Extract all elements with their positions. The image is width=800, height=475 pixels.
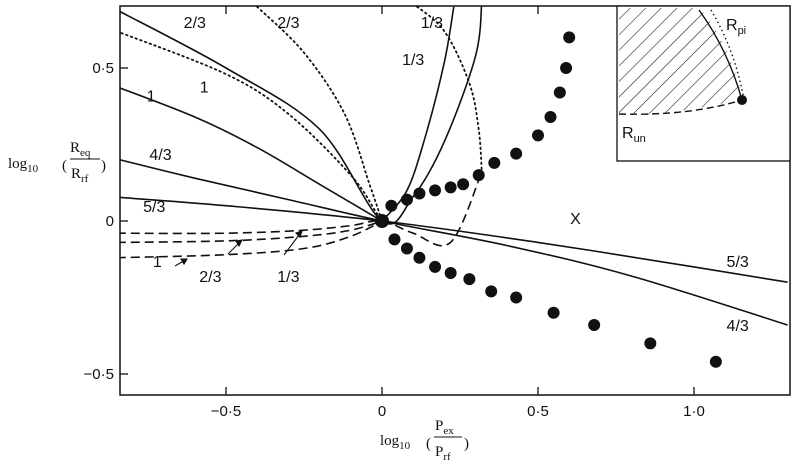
series-dotted-7	[414, 6, 483, 173]
data-point-21	[485, 285, 498, 298]
y-axis-paren-left: (	[62, 158, 67, 174]
series-layer	[120, 6, 788, 368]
series-solid-1	[120, 159, 788, 326]
y-axis-paren-right: )	[101, 158, 106, 174]
curve-label-4: 1	[200, 79, 209, 96]
x-axis-paren-left: (	[426, 436, 431, 452]
curve-label-5: 1	[147, 89, 156, 106]
curve-label-8: 1	[153, 254, 162, 271]
curve-label-3: 1/3	[402, 52, 424, 69]
plot-frame	[119, 5, 791, 396]
data-point-5	[444, 181, 457, 194]
origin-point	[375, 214, 389, 228]
curve-label-2: 1/3	[421, 15, 443, 32]
ticks-layer: −0·5 0 0·5 1·0 0·5 0 −0·5	[84, 6, 705, 420]
x-tick-label-3: 1·0	[683, 403, 705, 420]
data-point-23	[547, 306, 560, 319]
curve-label-13: 4/3	[727, 318, 749, 335]
data-point-3	[413, 187, 426, 200]
data-point-2	[400, 193, 413, 206]
data-point-12	[553, 86, 566, 99]
annotation-layer: 2/3 2/3 1/3 1/3 1 1 4/3 5/3 1 2/3 1/3 X 5/3 4/3	[143, 15, 749, 335]
inset-label-top: Rpi	[726, 17, 746, 37]
data-point-25	[644, 337, 657, 350]
series-dotted-5	[120, 31, 383, 222]
y-tick-label-1: 0	[106, 213, 114, 230]
inset-solid-boundary	[698, 9, 743, 101]
curve-label-9: 2/3	[199, 269, 221, 286]
inset-dotted-boundary	[710, 9, 745, 101]
x-tick-label-0: −0·5	[211, 403, 241, 420]
data-point-10	[532, 129, 544, 142]
y-tick-label-0: 0·5	[92, 60, 114, 77]
data-point-14	[563, 31, 576, 44]
curve-label-11: X	[570, 211, 581, 228]
inset-panel: Rpi Run	[616, 5, 791, 162]
data-point-13	[560, 62, 573, 74]
data-point-9	[510, 147, 523, 160]
series-dashed-10	[120, 220, 383, 259]
series-dashed-9	[120, 220, 383, 244]
series-solid-2	[120, 196, 788, 283]
series-dashed-8	[120, 171, 483, 247]
series-solid-0	[120, 87, 383, 222]
data-point-20	[463, 273, 476, 286]
data-point-1	[385, 199, 398, 212]
data-point-24	[588, 319, 601, 332]
x-axis-numerator: Pex	[435, 418, 454, 437]
inset-label-bottom: Run	[622, 125, 646, 145]
data-point-6	[457, 178, 470, 191]
series-dotted-6	[256, 6, 383, 222]
x-tick-label-1: 0	[378, 403, 386, 420]
y-axis-numerator: Req	[70, 140, 91, 159]
inset-hatched-region	[619, 8, 742, 115]
data-point-26	[709, 355, 722, 368]
inset-point	[737, 95, 747, 105]
data-point-11	[544, 110, 557, 123]
curve-label-0: 2/3	[184, 15, 206, 32]
x-axis-denominator: Prf	[435, 444, 451, 463]
x-axis-paren-right: )	[464, 436, 469, 452]
data-point-17	[413, 251, 426, 264]
x-axis-log: log10	[380, 433, 411, 452]
y-axis-label: log10 ( Req Rrf )	[8, 140, 106, 185]
curve-label-10: 1/3	[277, 269, 299, 286]
curve-label-12: 5/3	[727, 254, 749, 271]
data-point-18	[429, 260, 442, 273]
data-point-19	[444, 267, 457, 280]
data-point-22	[510, 291, 523, 304]
data-point-8	[488, 156, 501, 169]
data-point-16	[400, 242, 413, 255]
series-solid-4	[381, 6, 455, 222]
series-solid-3	[120, 6, 483, 225]
curve-label-6: 4/3	[149, 147, 171, 164]
curve-label-1: 2/3	[277, 15, 299, 32]
data-point-15	[388, 233, 401, 246]
y-axis-denominator: Rrf	[71, 166, 89, 185]
x-tick-label-2: 0·5	[527, 403, 549, 420]
curve-label-7: 5/3	[143, 199, 165, 216]
y-axis-log: log10	[8, 156, 39, 175]
inset-dashed-boundary	[618, 99, 743, 115]
data-point-4	[429, 184, 442, 197]
data-point-7	[472, 169, 485, 182]
x-axis-label: log10 ( Pex Prf )	[380, 418, 469, 463]
annotation-arrows	[174, 230, 303, 267]
y-tick-label-2: −0·5	[84, 366, 114, 383]
